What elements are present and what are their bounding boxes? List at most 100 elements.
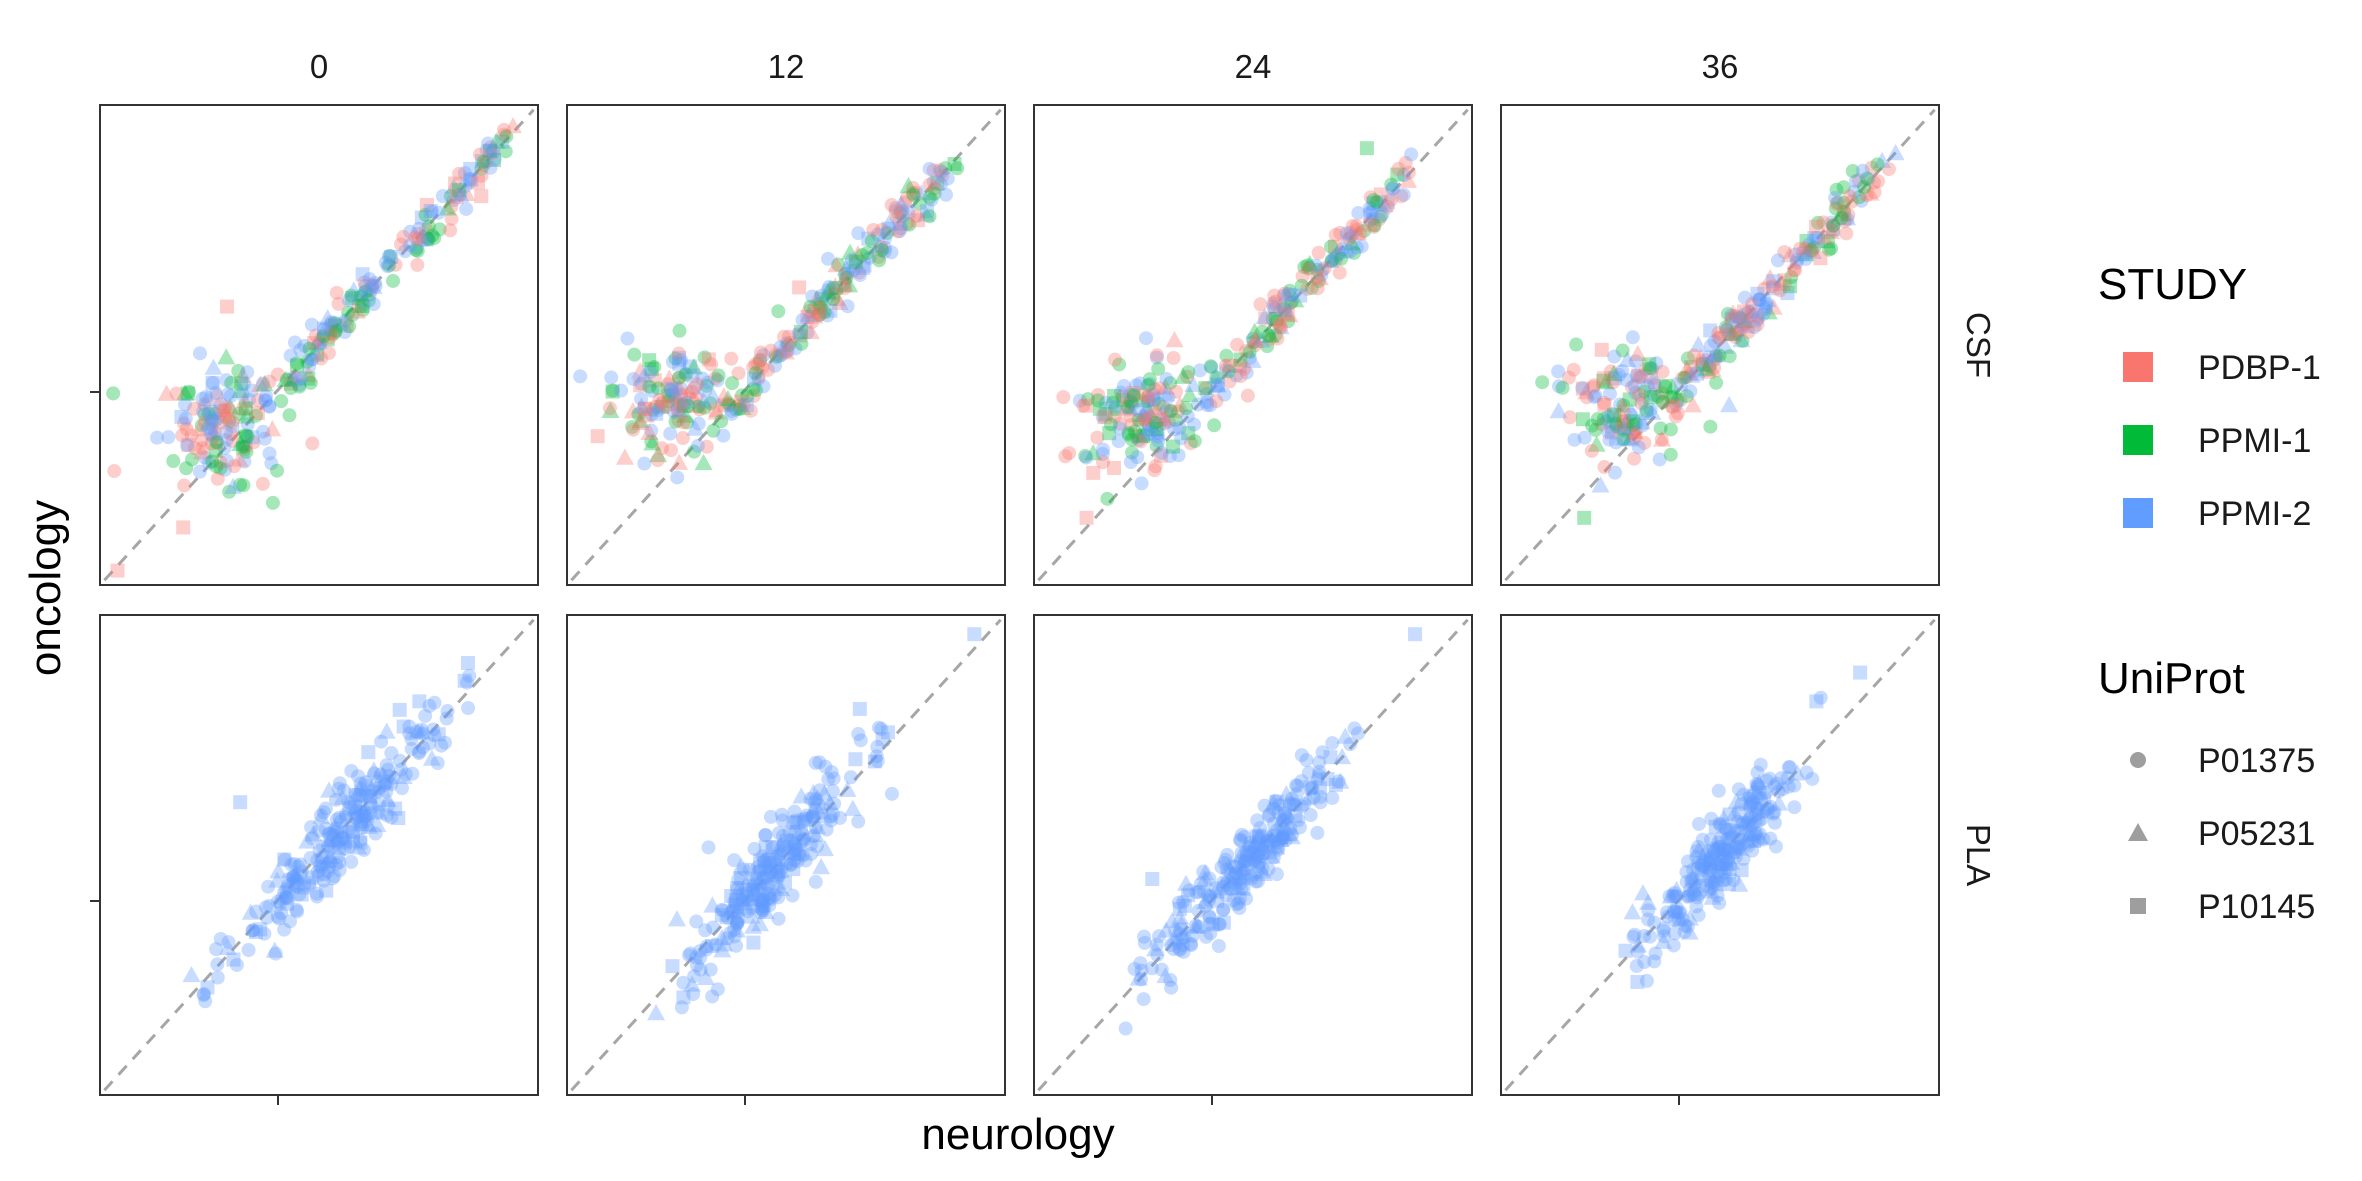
data-point <box>1667 886 1682 901</box>
data-point <box>209 435 224 450</box>
data-point <box>1777 245 1792 260</box>
data-point <box>1246 335 1261 350</box>
data-point <box>444 199 459 214</box>
data-point <box>1282 828 1301 845</box>
data-point <box>1622 403 1641 420</box>
panel-csf-0 <box>90 104 539 586</box>
data-point <box>1621 419 1640 436</box>
data-point <box>753 345 768 360</box>
data-point <box>1237 869 1252 884</box>
data-point <box>316 805 331 820</box>
data-point <box>345 825 360 840</box>
data-point <box>259 910 274 925</box>
data-point <box>1303 780 1318 795</box>
data-point <box>1718 857 1733 872</box>
data-point <box>175 428 190 443</box>
data-point <box>783 335 798 350</box>
data-point <box>745 879 760 894</box>
data-point <box>652 393 667 408</box>
data-point <box>1227 859 1242 874</box>
data-point <box>864 233 879 248</box>
data-point <box>320 864 335 879</box>
data-point <box>1712 348 1727 363</box>
data-point <box>663 382 678 397</box>
data-point <box>1127 961 1142 976</box>
data-point <box>707 403 726 420</box>
data-point <box>1695 356 1710 371</box>
data-point <box>740 904 755 919</box>
data-point <box>1649 356 1664 371</box>
data-point <box>1124 394 1139 409</box>
data-point <box>852 265 867 280</box>
data-point <box>826 281 841 296</box>
data-point <box>1708 876 1723 891</box>
data-point <box>1663 447 1678 462</box>
data-point <box>1729 309 1744 324</box>
data-point <box>1366 219 1381 234</box>
data-point <box>1697 854 1712 869</box>
data-point <box>1146 939 1165 957</box>
data-point <box>1804 242 1823 260</box>
data-point <box>1667 926 1682 941</box>
data-point <box>1302 260 1317 275</box>
data-point <box>1630 974 1645 989</box>
data-point <box>1713 830 1728 845</box>
data-point <box>1726 873 1741 888</box>
data-point <box>1728 330 1743 345</box>
data-point <box>177 397 192 412</box>
data-point <box>736 862 751 877</box>
data-point <box>1691 908 1706 923</box>
data-point <box>1398 155 1413 170</box>
data-point <box>1852 190 1867 205</box>
data-point <box>1839 226 1854 241</box>
data-point <box>270 367 285 382</box>
data-point <box>1299 788 1318 806</box>
data-point <box>225 433 240 448</box>
data-point <box>1750 765 1765 780</box>
data-point <box>1162 449 1177 464</box>
data-point <box>453 187 468 202</box>
data-point <box>1133 972 1148 987</box>
data-point <box>1722 825 1737 840</box>
data-point <box>392 753 407 768</box>
data-point <box>261 879 276 894</box>
data-point <box>209 942 224 957</box>
data-point <box>947 157 962 172</box>
data-point <box>187 441 202 456</box>
data-point <box>1209 370 1224 385</box>
data-point <box>1232 358 1247 373</box>
data-point <box>1613 397 1628 412</box>
data-point <box>1281 286 1296 301</box>
data-point <box>808 789 827 806</box>
data-point <box>360 813 375 828</box>
data-point <box>207 414 222 429</box>
data-point <box>1575 381 1590 396</box>
data-point <box>1632 413 1651 430</box>
data-point <box>219 453 234 468</box>
data-point <box>1277 785 1296 802</box>
data-point <box>209 389 224 404</box>
data-point <box>781 338 796 353</box>
data-point <box>1604 364 1623 381</box>
data-point <box>364 761 383 778</box>
data-point <box>305 352 320 367</box>
data-point <box>1148 459 1163 474</box>
data-point <box>1150 429 1165 444</box>
data-point <box>1153 417 1168 432</box>
data-point <box>1807 231 1822 246</box>
data-point <box>353 833 368 848</box>
data-point <box>1245 322 1264 339</box>
data-point <box>1615 343 1630 358</box>
data-point <box>851 727 866 742</box>
data-point <box>1764 298 1783 315</box>
data-point <box>649 406 664 421</box>
data-point <box>1199 387 1214 402</box>
data-point <box>1722 835 1737 850</box>
data-point <box>1333 251 1348 266</box>
data-point <box>307 336 322 351</box>
data-point <box>1191 397 1206 412</box>
data-point <box>1619 373 1634 388</box>
data-point <box>1386 181 1401 196</box>
data-point <box>1725 312 1740 327</box>
data-point <box>1121 400 1136 415</box>
